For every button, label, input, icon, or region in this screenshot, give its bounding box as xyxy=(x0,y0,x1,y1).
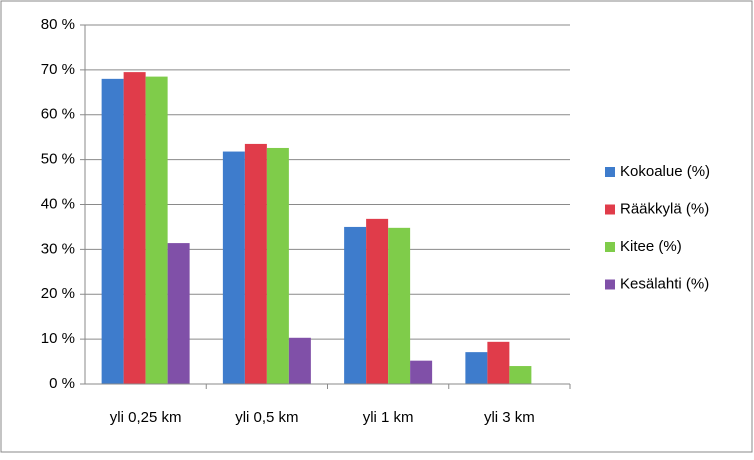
legend-label: Rääkkylä (%) xyxy=(620,200,709,217)
legend-swatch xyxy=(605,279,615,290)
bar xyxy=(222,151,245,384)
y-tick-label: 50 % xyxy=(41,151,75,168)
y-tick-label: 40 % xyxy=(41,195,75,212)
bar xyxy=(344,226,367,384)
y-tick-label: 60 % xyxy=(41,106,75,123)
y-tick-label: 0 % xyxy=(49,375,75,392)
bar xyxy=(487,341,510,384)
bar xyxy=(167,243,190,384)
bar xyxy=(366,218,389,384)
y-tick-label: 10 % xyxy=(41,330,75,347)
x-tick-label: yli 3 km xyxy=(484,409,535,426)
bar xyxy=(509,366,532,384)
y-tick-label: 70 % xyxy=(41,61,75,78)
x-tick-label: yli 0,5 km xyxy=(235,409,298,426)
x-tick-label: yli 0,25 km xyxy=(110,409,182,426)
legend-swatch xyxy=(605,167,615,177)
legend-label: Kokoalue (%) xyxy=(620,163,710,180)
bar xyxy=(465,352,488,384)
y-tick-label: 30 % xyxy=(41,240,75,257)
bar xyxy=(288,337,311,384)
bar xyxy=(145,76,168,384)
bar xyxy=(101,78,124,384)
legend-swatch xyxy=(605,242,615,252)
y-tick-label: 20 % xyxy=(41,285,75,302)
bar xyxy=(244,143,267,384)
x-tick-label: yli 1 km xyxy=(363,409,414,426)
bar xyxy=(388,227,411,384)
legend-label: Kitee (%) xyxy=(620,238,682,255)
bar xyxy=(266,147,289,384)
bar xyxy=(410,360,433,384)
bar xyxy=(123,72,146,385)
legend-label: Kesälahti (%) xyxy=(620,275,709,292)
legend-swatch xyxy=(605,204,615,215)
y-tick-label: 80 % xyxy=(41,16,75,33)
